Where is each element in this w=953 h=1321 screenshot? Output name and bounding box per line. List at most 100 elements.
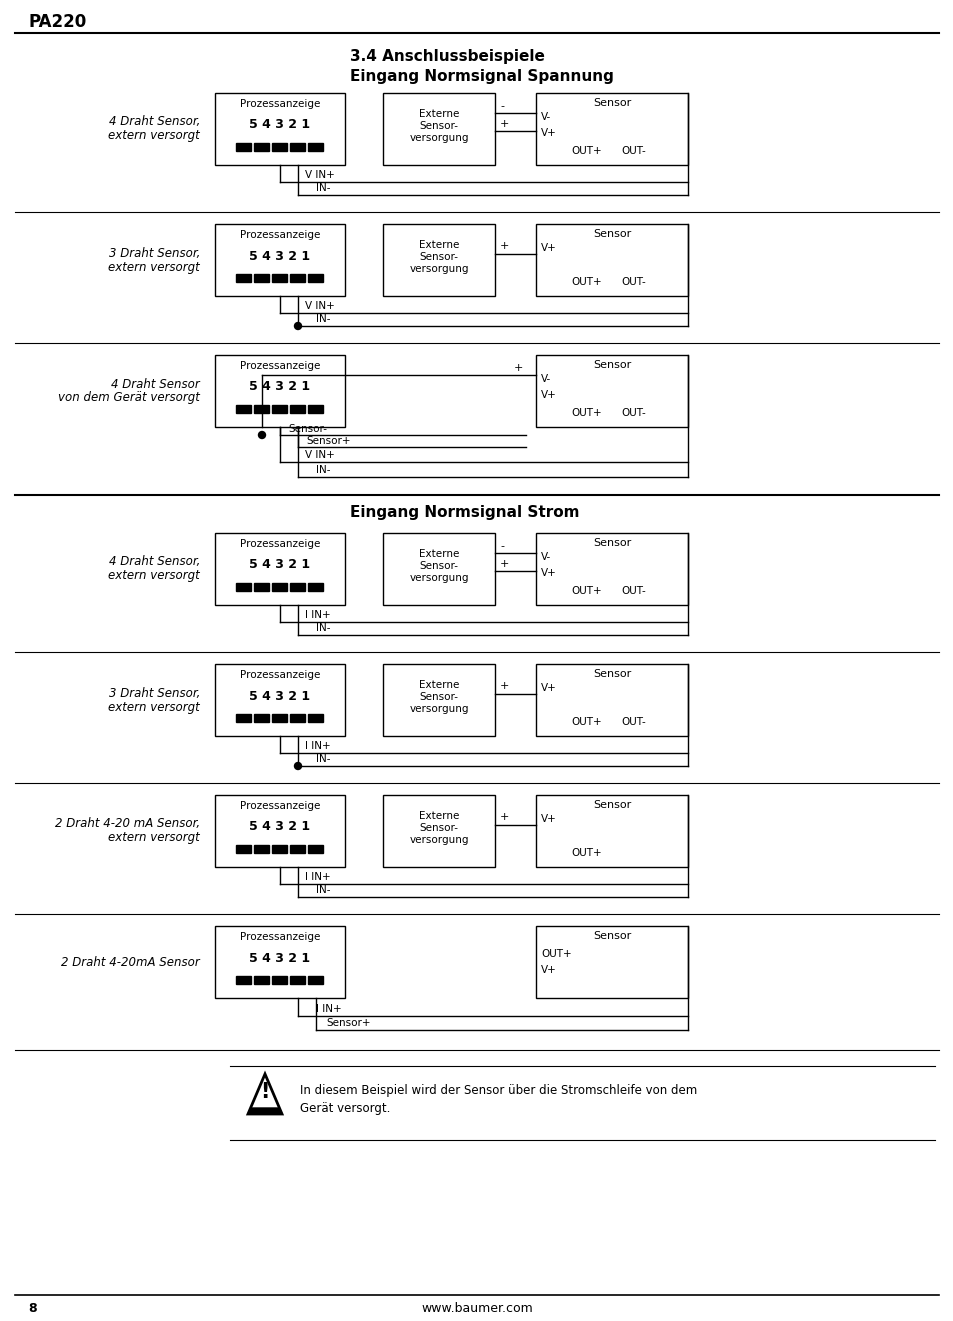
Bar xyxy=(273,583,287,590)
Text: OUT+: OUT+ xyxy=(571,147,601,156)
Bar xyxy=(254,713,269,723)
Text: I IN+: I IN+ xyxy=(305,741,331,752)
Text: IN-: IN- xyxy=(315,465,330,476)
Bar xyxy=(536,532,687,605)
Bar xyxy=(254,273,269,281)
Text: Sensor-: Sensor- xyxy=(288,424,327,435)
Text: I IN+: I IN+ xyxy=(305,872,331,882)
Bar xyxy=(273,845,287,853)
Text: extern versorgt: extern versorgt xyxy=(108,129,200,143)
Text: IN-: IN- xyxy=(315,885,330,896)
Bar xyxy=(236,845,252,853)
Text: 5 4 3 2 1: 5 4 3 2 1 xyxy=(249,820,311,834)
Circle shape xyxy=(258,432,265,439)
Bar xyxy=(291,406,305,413)
Bar xyxy=(536,664,687,736)
Text: IN-: IN- xyxy=(315,754,330,764)
Text: V+: V+ xyxy=(540,568,557,579)
Bar xyxy=(236,713,252,723)
Text: OUT-: OUT- xyxy=(620,147,645,156)
Text: Sensor: Sensor xyxy=(592,229,631,239)
Text: OUT-: OUT- xyxy=(620,408,645,417)
Bar xyxy=(536,225,687,296)
Text: Sensor+: Sensor+ xyxy=(326,1018,370,1028)
Text: 5 4 3 2 1: 5 4 3 2 1 xyxy=(249,380,311,394)
Bar xyxy=(308,143,323,151)
Text: -: - xyxy=(499,542,503,551)
Bar xyxy=(214,355,345,427)
Bar xyxy=(214,225,345,296)
Text: 3 Draht Sensor,: 3 Draht Sensor, xyxy=(109,687,200,700)
Text: I IN+: I IN+ xyxy=(305,610,331,620)
Bar xyxy=(273,976,287,984)
Text: 5 4 3 2 1: 5 4 3 2 1 xyxy=(249,690,311,703)
Bar xyxy=(308,713,323,723)
Text: Prozessanzeige: Prozessanzeige xyxy=(239,933,320,942)
Text: V+: V+ xyxy=(540,966,557,975)
Text: +: + xyxy=(499,559,509,569)
Text: Prozessanzeige: Prozessanzeige xyxy=(239,539,320,550)
Text: V-: V- xyxy=(540,374,551,384)
Text: Externe
Sensor-
versorgung: Externe Sensor- versorgung xyxy=(409,240,468,273)
Bar xyxy=(536,92,687,165)
Text: IN-: IN- xyxy=(315,624,330,633)
Bar xyxy=(382,532,495,605)
Circle shape xyxy=(294,322,301,329)
Bar xyxy=(236,143,252,151)
Bar xyxy=(382,795,495,867)
Bar xyxy=(308,845,323,853)
Text: V-: V- xyxy=(540,552,551,561)
Text: I IN+: I IN+ xyxy=(315,1004,341,1015)
Text: Prozessanzeige: Prozessanzeige xyxy=(239,99,320,110)
Text: Prozessanzeige: Prozessanzeige xyxy=(239,801,320,811)
Text: PA220: PA220 xyxy=(28,13,86,30)
Bar xyxy=(273,713,287,723)
Text: +: + xyxy=(499,119,509,129)
Bar xyxy=(308,583,323,590)
Text: OUT+: OUT+ xyxy=(571,277,601,287)
Bar xyxy=(236,273,252,281)
Bar xyxy=(254,976,269,984)
Text: Externe
Sensor-
versorgung: Externe Sensor- versorgung xyxy=(409,811,468,844)
Bar xyxy=(236,406,252,413)
Bar xyxy=(236,976,252,984)
Text: IN-: IN- xyxy=(315,314,330,324)
Text: OUT-: OUT- xyxy=(620,587,645,596)
Text: Externe
Sensor-
versorgung: Externe Sensor- versorgung xyxy=(409,680,468,713)
Text: Eingang Normsignal Spannung: Eingang Normsignal Spannung xyxy=(350,69,613,83)
Text: Sensor: Sensor xyxy=(592,931,631,941)
Text: von dem Gerät versorgt: von dem Gerät versorgt xyxy=(58,391,200,404)
Text: 3.4 Anschlussbeispiele: 3.4 Anschlussbeispiele xyxy=(350,49,544,65)
Text: Sensor: Sensor xyxy=(592,801,631,810)
Text: Prozessanzeige: Prozessanzeige xyxy=(239,670,320,680)
Text: In diesem Beispiel wird der Sensor über die Stromschleife von dem: In diesem Beispiel wird der Sensor über … xyxy=(299,1085,697,1096)
Text: Gerät versorgt.: Gerät versorgt. xyxy=(299,1102,390,1115)
Text: extern versorgt: extern versorgt xyxy=(108,260,200,273)
Text: 5 4 3 2 1: 5 4 3 2 1 xyxy=(249,559,311,572)
Text: V IN+: V IN+ xyxy=(305,450,335,460)
Text: Sensor: Sensor xyxy=(592,361,631,370)
Bar xyxy=(536,355,687,427)
Bar xyxy=(254,845,269,853)
Text: 2 Draht 4-20mA Sensor: 2 Draht 4-20mA Sensor xyxy=(61,955,200,968)
Bar xyxy=(214,532,345,605)
Bar xyxy=(214,664,345,736)
Text: -: - xyxy=(499,100,503,111)
Text: 5 4 3 2 1: 5 4 3 2 1 xyxy=(249,119,311,132)
Text: Externe
Sensor-
versorgung: Externe Sensor- versorgung xyxy=(409,110,468,143)
Text: Externe
Sensor-
versorgung: Externe Sensor- versorgung xyxy=(409,550,468,583)
Text: IN-: IN- xyxy=(315,184,330,193)
Bar xyxy=(273,406,287,413)
Polygon shape xyxy=(248,1074,282,1114)
Text: 2 Draht 4-20 mA Sensor,: 2 Draht 4-20 mA Sensor, xyxy=(55,818,200,831)
Bar xyxy=(382,225,495,296)
Text: 4 Draht Sensor,: 4 Draht Sensor, xyxy=(109,556,200,568)
Bar xyxy=(254,143,269,151)
Text: 5 4 3 2 1: 5 4 3 2 1 xyxy=(249,250,311,263)
Bar xyxy=(536,926,687,997)
Bar xyxy=(214,926,345,997)
Text: V-: V- xyxy=(540,112,551,122)
Bar xyxy=(214,92,345,165)
Bar xyxy=(273,143,287,151)
Bar xyxy=(291,143,305,151)
